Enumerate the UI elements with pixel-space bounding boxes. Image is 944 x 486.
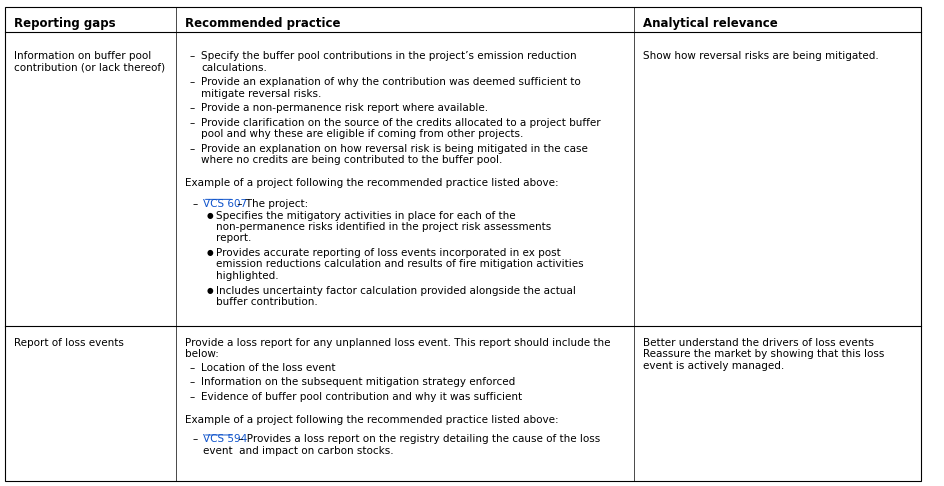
- Text: – The project:: – The project:: [234, 199, 309, 209]
- Text: Specifies the mitigatory activities in place for each of the: Specifies the mitigatory activities in p…: [215, 211, 515, 221]
- Text: Includes uncertainty factor calculation provided alongside the actual: Includes uncertainty factor calculation …: [215, 286, 576, 295]
- Text: Information on the subsequent mitigation strategy enforced: Information on the subsequent mitigation…: [201, 377, 515, 387]
- Text: –: –: [190, 103, 195, 113]
- Text: where no credits are being contributed to the buffer pool.: where no credits are being contributed t…: [201, 155, 502, 165]
- Text: calculations.: calculations.: [201, 63, 267, 72]
- Text: highlighted.: highlighted.: [215, 271, 278, 280]
- Text: –: –: [190, 77, 195, 87]
- Text: Provide a non-permanence risk report where available.: Provide a non-permanence risk report whe…: [201, 103, 488, 113]
- Text: Example of a project following the recommended practice listed above:: Example of a project following the recom…: [185, 415, 559, 425]
- Text: Reporting gaps: Reporting gaps: [14, 17, 115, 30]
- Text: Provide an explanation of why the contribution was deemed sufficient to: Provide an explanation of why the contri…: [201, 77, 581, 87]
- Text: Location of the loss event: Location of the loss event: [201, 363, 335, 373]
- Text: Report of loss events: Report of loss events: [14, 338, 124, 348]
- Text: ●: ●: [207, 211, 213, 220]
- Text: Provide a loss report for any unplanned loss event. This report should include t: Provide a loss report for any unplanned …: [185, 338, 611, 348]
- Text: Provides accurate reporting of loss events incorporated in ex post: Provides accurate reporting of loss even…: [215, 248, 561, 258]
- Text: Example of a project following the recommended practice listed above:: Example of a project following the recom…: [185, 178, 559, 189]
- Text: Show how reversal risks are being mitigated.: Show how reversal risks are being mitiga…: [644, 51, 879, 61]
- Text: –: –: [190, 51, 195, 61]
- Text: – Provides a loss report on the registry detailing the cause of the loss: – Provides a loss report on the registry…: [235, 434, 600, 445]
- Text: event  and impact on carbon stocks.: event and impact on carbon stocks.: [203, 446, 394, 456]
- Text: Information on buffer pool
contribution (or lack thereof): Information on buffer pool contribution …: [14, 51, 165, 72]
- Text: ●: ●: [207, 248, 213, 257]
- Text: pool and why these are eligible if coming from other projects.: pool and why these are eligible if comin…: [201, 129, 523, 139]
- Text: Recommended practice: Recommended practice: [185, 17, 341, 30]
- Text: Provide clarification on the source of the credits allocated to a project buffer: Provide clarification on the source of t…: [201, 118, 600, 128]
- Text: VCS 594: VCS 594: [203, 434, 247, 445]
- Text: –: –: [190, 144, 195, 154]
- Text: ●: ●: [207, 286, 213, 295]
- Text: VCS 607: VCS 607: [203, 199, 247, 209]
- Text: –: –: [190, 118, 195, 128]
- Text: Specify the buffer pool contributions in the project’s emission reduction: Specify the buffer pool contributions in…: [201, 51, 577, 61]
- Text: –: –: [190, 392, 195, 402]
- Text: non-permanence risks identified in the project risk assessments: non-permanence risks identified in the p…: [215, 222, 551, 232]
- FancyBboxPatch shape: [5, 7, 921, 481]
- Text: emission reductions calculation and results of fire mitigation activities: emission reductions calculation and resu…: [215, 260, 583, 269]
- Text: mitigate reversal risks.: mitigate reversal risks.: [201, 88, 321, 99]
- Text: below:: below:: [185, 349, 219, 359]
- Text: buffer contribution.: buffer contribution.: [215, 297, 317, 307]
- Text: Provide an explanation on how reversal risk is being mitigated in the case: Provide an explanation on how reversal r…: [201, 144, 588, 154]
- Text: –: –: [193, 434, 198, 445]
- Text: Evidence of buffer pool contribution and why it was sufficient: Evidence of buffer pool contribution and…: [201, 392, 522, 402]
- Text: –: –: [190, 377, 195, 387]
- Text: –: –: [190, 363, 195, 373]
- Text: report.: report.: [215, 233, 251, 243]
- Text: –: –: [193, 199, 198, 209]
- Text: Better understand the drivers of loss events
Reassure the market by showing that: Better understand the drivers of loss ev…: [644, 338, 885, 371]
- Text: Analytical relevance: Analytical relevance: [644, 17, 778, 30]
